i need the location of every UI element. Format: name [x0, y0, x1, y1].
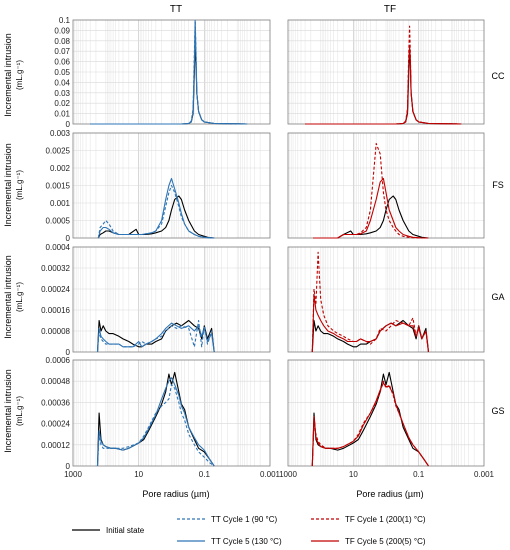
y-tick-label: 0 — [66, 234, 71, 243]
plot-frame — [72, 132, 271, 239]
y-tick-label: 0.01 — [54, 110, 70, 119]
y-tick-label: 0 — [66, 462, 71, 471]
ylabel-ga-line2: (mL.g⁻¹) — [15, 282, 24, 312]
y-tick-label: 0.00036 — [41, 398, 70, 407]
ylabel-ga-line1: Incremental intrusion — [3, 255, 13, 339]
row-label-gs: GS — [491, 406, 504, 416]
chart-panels: 00.010.020.030.040.050.060.070.080.090.1… — [41, 16, 494, 479]
panel-fs-tf — [287, 132, 485, 239]
y-tick-label: 0.05 — [54, 68, 70, 77]
legend: Initial state TT Cycle 1 (90 °C) TT Cycl… — [72, 515, 426, 546]
panel-cc-tt: 00.01 0.020.03 0.040.050.06 0.070.08 0.090.1 — [54, 16, 271, 129]
x-tick-label: 0.1 — [199, 470, 211, 479]
panel-ga-tt: 0 0.00008 0.00016 0.00024 0.00032 0.0004 — [41, 243, 271, 357]
series-line-tt-cycle-5-130-c — [96, 322, 215, 353]
series-line-initial-state — [90, 48, 248, 125]
legend-label-initial: Initial state — [106, 526, 145, 535]
legend-label-tf-cycle1: TF Cycle 1 (200(1) °C) — [345, 515, 426, 524]
y-tick-label: 0.0025 — [46, 147, 71, 156]
panel-cc-tf — [287, 19, 485, 125]
y-tick-label: 0.003 — [50, 129, 71, 138]
y-tick-label: 0.00012 — [41, 441, 70, 450]
ylabel-fs-line1: Incremental intrusion — [3, 143, 13, 227]
y-tick-label: 0.0015 — [46, 182, 71, 191]
series-line-tf-cycle-5-200-5-c — [313, 177, 429, 239]
x-tick-label: 1000 — [279, 470, 297, 479]
y-tick-label: 0.001 — [50, 199, 71, 208]
panel-fs-tt: 0 0.0005 0.001 0.0015 0.002 0.0025 0.003 — [46, 129, 271, 243]
x-tick-label: 1000 — [64, 470, 82, 479]
panel-gs-tf: 1000 10 0.1 0.001 — [279, 359, 495, 479]
y-tick-label: 0.00032 — [41, 264, 70, 273]
xlabel-tf: Pore radius (µm) — [356, 489, 423, 499]
y-tick-label: 0.1 — [59, 16, 71, 25]
series-line-tt-cycle-5-130-c — [96, 377, 215, 467]
y-tick-label: 0.0005 — [46, 217, 71, 226]
y-tick-label: 0.04 — [54, 78, 70, 87]
y-tick-label: 0.00016 — [41, 306, 70, 315]
series-line-tt-cycle-1-90-c — [96, 384, 215, 467]
y-tick-label: 0.00024 — [41, 285, 70, 294]
y-tick-label: 0.02 — [54, 99, 70, 108]
y-tick-label: 0.00048 — [41, 377, 70, 386]
panel-ga-tf — [287, 246, 485, 353]
column-title-tf: TF — [384, 4, 396, 15]
y-tick-label: 0.08 — [54, 37, 70, 46]
series-line-tt-cycle-5-130-c — [97, 177, 215, 239]
series-line-tt-cycle-5-130-c — [90, 21, 248, 125]
y-tick-label: 0.06 — [54, 58, 70, 67]
plot-frame — [72, 246, 271, 353]
legend-label-tt-cycle5: TT Cycle 5 (130 °C) — [211, 537, 282, 546]
y-tick-label: 0 — [66, 120, 71, 129]
y-tick-label: 0.00024 — [41, 420, 70, 429]
y-tick-label: 0 — [66, 348, 71, 357]
row-label-cc: CC — [492, 71, 505, 81]
row-label-ga: GA — [491, 292, 504, 302]
x-tick-label: 0.1 — [413, 470, 425, 479]
ylabel-gs-line2: (mL.g⁻¹) — [15, 396, 24, 426]
x-tick-label: 10 — [349, 470, 358, 479]
column-title-tt: TT — [170, 4, 182, 15]
y-tick-label: 0.0004 — [46, 243, 71, 252]
series-line-initial-state — [305, 48, 462, 125]
ylabel-cc-line1: Incremental intrusion — [3, 33, 13, 117]
x-tick-label: 0.001 — [474, 470, 495, 479]
row-label-fs: FS — [492, 180, 504, 190]
y-tick-label: 0.00008 — [41, 327, 70, 336]
plot-frame — [287, 132, 485, 239]
x-tick-label: 0.001 — [260, 470, 281, 479]
ylabel-fs-line2: (mL.g⁻¹) — [15, 170, 24, 200]
y-tick-label: 0.09 — [54, 26, 70, 35]
y-tick-label: 0.03 — [54, 89, 70, 98]
panel-gs-tt: 0 0.00012 0.00024 0.00036 0.00048 0.0006 1000 1… — [41, 356, 280, 479]
legend-label-tt-cycle1: TT Cycle 1 (90 °C) — [211, 515, 278, 524]
series-line-tf-cycle-5-200-5-c — [311, 293, 430, 353]
y-tick-label: 0.07 — [54, 47, 70, 56]
series-line-initial-state — [311, 319, 430, 353]
legend-label-tf-cycle5: TF Cycle 5 (200(5) °C) — [345, 537, 426, 546]
ylabel-gs-line1: Incremental intrusion — [3, 369, 13, 453]
y-tick-label: 0.0006 — [46, 356, 71, 365]
plot-frame — [72, 359, 271, 467]
series-line-tf-cycle-5-200-5-c — [305, 45, 462, 125]
ylabel-cc-line2: (mL.g⁻¹) — [15, 60, 24, 90]
xlabel-tt: Pore radius (µm) — [142, 489, 209, 499]
plot-frame — [287, 246, 485, 353]
x-tick-label: 10 — [134, 470, 143, 479]
plot-frame — [287, 359, 485, 467]
y-tick-label: 0.002 — [50, 164, 71, 173]
series-line-tf-cycle-5-200-5-c — [311, 382, 429, 467]
